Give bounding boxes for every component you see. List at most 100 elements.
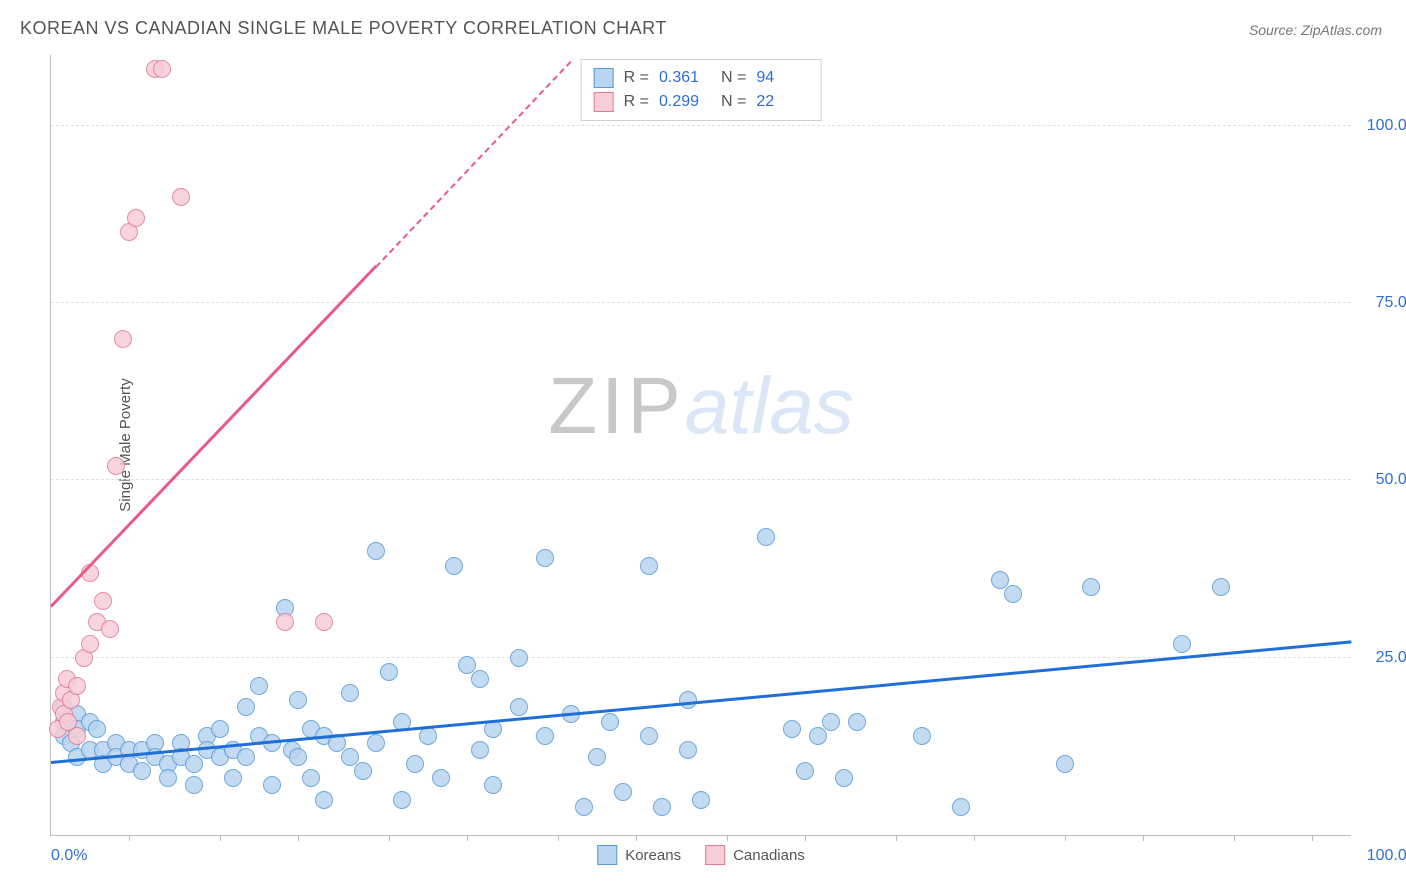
x-min-label: 0.0% bbox=[51, 847, 87, 865]
x-tick bbox=[636, 835, 637, 841]
data-point bbox=[510, 698, 528, 716]
x-tick bbox=[389, 835, 390, 841]
r-value-canadians: 0.299 bbox=[659, 90, 711, 114]
data-point bbox=[289, 691, 307, 709]
x-tick bbox=[1312, 835, 1313, 841]
data-point bbox=[393, 791, 411, 809]
watermark-zip: ZIP bbox=[548, 361, 684, 450]
data-point bbox=[1173, 635, 1191, 653]
data-point bbox=[1212, 578, 1230, 596]
data-point bbox=[588, 748, 606, 766]
x-tick bbox=[805, 835, 806, 841]
gridline bbox=[51, 479, 1351, 480]
data-point bbox=[1082, 578, 1100, 596]
legend-item-koreans: Koreans bbox=[597, 845, 681, 865]
data-point bbox=[237, 698, 255, 716]
stats-row-koreans: R = 0.361 N = 94 bbox=[594, 66, 809, 90]
watermark-atlas: atlas bbox=[685, 361, 854, 450]
data-point bbox=[796, 762, 814, 780]
data-point bbox=[185, 776, 203, 794]
n-value-canadians: 22 bbox=[756, 90, 808, 114]
data-point bbox=[276, 613, 294, 631]
data-point bbox=[354, 762, 372, 780]
x-tick bbox=[974, 835, 975, 841]
y-tick-label: 50.0% bbox=[1361, 471, 1406, 489]
data-point bbox=[315, 613, 333, 631]
data-point bbox=[263, 776, 281, 794]
n-label: N = bbox=[721, 66, 746, 90]
data-point bbox=[68, 677, 86, 695]
data-point bbox=[68, 727, 86, 745]
data-point bbox=[101, 620, 119, 638]
swatch-canadians-icon bbox=[705, 845, 725, 865]
y-tick-label: 75.0% bbox=[1361, 294, 1406, 312]
data-point bbox=[159, 769, 177, 787]
x-tick bbox=[896, 835, 897, 841]
x-tick bbox=[129, 835, 130, 841]
data-point bbox=[94, 592, 112, 610]
trend-line bbox=[50, 265, 377, 607]
data-point bbox=[536, 549, 554, 567]
data-point bbox=[302, 769, 320, 787]
swatch-koreans-icon bbox=[597, 845, 617, 865]
data-point bbox=[692, 791, 710, 809]
data-point bbox=[484, 776, 502, 794]
data-point bbox=[81, 635, 99, 653]
data-point bbox=[133, 762, 151, 780]
source-label: Source: ZipAtlas.com bbox=[1249, 22, 1382, 38]
stats-legend: R = 0.361 N = 94 R = 0.299 N = 22 bbox=[581, 59, 822, 121]
data-point bbox=[471, 670, 489, 688]
trend-line bbox=[375, 60, 571, 267]
x-max-label: 100.0% bbox=[1367, 847, 1406, 865]
x-tick bbox=[467, 835, 468, 841]
plot-area: Single Male Poverty ZIPatlas 25.0%50.0%7… bbox=[50, 55, 1351, 836]
data-point bbox=[640, 557, 658, 575]
data-point bbox=[211, 720, 229, 738]
data-point bbox=[1004, 585, 1022, 603]
y-tick-label: 100.0% bbox=[1361, 117, 1406, 135]
x-tick bbox=[1234, 835, 1235, 841]
data-point bbox=[536, 727, 554, 745]
x-tick bbox=[1065, 835, 1066, 841]
data-point bbox=[127, 209, 145, 227]
data-point bbox=[367, 734, 385, 752]
x-tick bbox=[727, 835, 728, 841]
data-point bbox=[653, 798, 671, 816]
legend-label-canadians: Canadians bbox=[733, 847, 805, 864]
data-point bbox=[601, 713, 619, 731]
data-point bbox=[783, 720, 801, 738]
legend-label-koreans: Koreans bbox=[625, 847, 681, 864]
chart-title: KOREAN VS CANADIAN SINGLE MALE POVERTY C… bbox=[20, 18, 667, 39]
data-point bbox=[107, 457, 125, 475]
data-point bbox=[614, 783, 632, 801]
data-point bbox=[1056, 755, 1074, 773]
data-point bbox=[250, 677, 268, 695]
r-label: R = bbox=[624, 90, 649, 114]
data-point bbox=[153, 60, 171, 78]
swatch-koreans bbox=[594, 68, 614, 88]
swatch-canadians bbox=[594, 92, 614, 112]
data-point bbox=[224, 769, 242, 787]
x-tick bbox=[558, 835, 559, 841]
data-point bbox=[367, 542, 385, 560]
data-point bbox=[315, 791, 333, 809]
data-point bbox=[185, 755, 203, 773]
x-tick bbox=[220, 835, 221, 841]
data-point bbox=[822, 713, 840, 731]
data-point bbox=[380, 663, 398, 681]
gridline bbox=[51, 302, 1351, 303]
data-point bbox=[445, 557, 463, 575]
data-point bbox=[88, 720, 106, 738]
data-point bbox=[848, 713, 866, 731]
r-value-koreans: 0.361 bbox=[659, 66, 711, 90]
bottom-legend: Koreans Canadians bbox=[597, 845, 805, 865]
gridline bbox=[51, 125, 1351, 126]
x-tick bbox=[1143, 835, 1144, 841]
data-point bbox=[341, 684, 359, 702]
y-axis-label: Single Male Poverty bbox=[117, 378, 134, 511]
data-point bbox=[679, 741, 697, 759]
data-point bbox=[757, 528, 775, 546]
data-point bbox=[835, 769, 853, 787]
data-point bbox=[471, 741, 489, 759]
data-point bbox=[640, 727, 658, 745]
